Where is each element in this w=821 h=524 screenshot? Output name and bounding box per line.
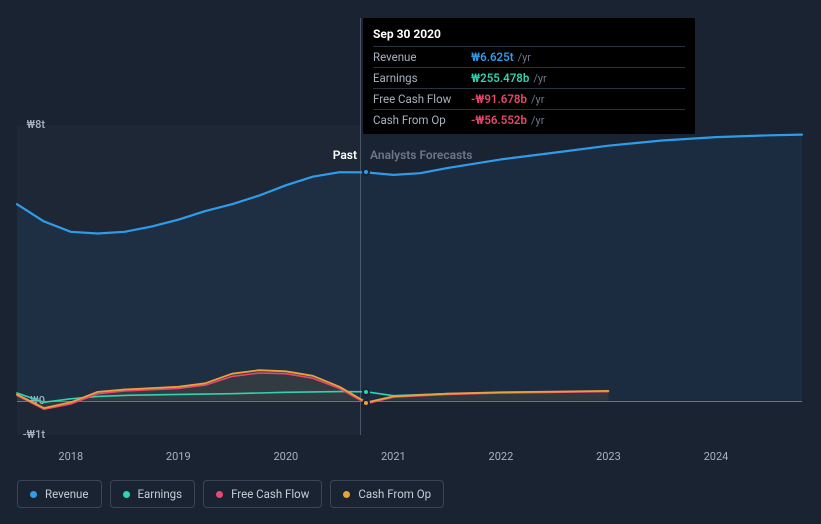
x-tick-label: 2024 — [704, 450, 729, 463]
legend-dot — [216, 491, 223, 498]
legend-item-cash-from-op[interactable]: Cash From Op — [330, 480, 444, 508]
tooltip-row: Revenue₩6.625t/yr — [373, 46, 685, 67]
tooltip-key: Free Cash Flow — [373, 92, 471, 106]
tooltip-value: -₩91.678b — [471, 92, 527, 106]
financials-chart: Past Analysts Forecasts ₩8t₩0-₩1t 201820… — [0, 0, 821, 524]
x-tick-label: 2023 — [596, 450, 621, 463]
x-axis: 2018 2019 2020 2021 2022 2023 2024 — [17, 450, 802, 468]
x-tick-label: 2018 — [58, 450, 83, 463]
tooltip-row: Free Cash Flow-₩91.678b/yr — [373, 88, 685, 109]
legend-label: Free Cash Flow — [231, 487, 309, 501]
legend-item-free-cash-flow[interactable]: Free Cash Flow — [203, 480, 322, 508]
legend-dot — [123, 491, 130, 498]
tooltip-date: Sep 30 2020 — [373, 24, 685, 46]
legend-dot — [343, 491, 350, 498]
marker-revenue — [362, 168, 370, 176]
legend-label: Cash From Op — [358, 487, 431, 501]
tooltip-unit: /yr — [533, 72, 546, 85]
tooltip-key: Revenue — [373, 50, 471, 64]
legend-item-earnings[interactable]: Earnings — [110, 480, 196, 508]
tooltip: Sep 30 2020 Revenue₩6.625t/yrEarnings₩25… — [363, 18, 695, 134]
x-tick-label: 2020 — [273, 450, 298, 463]
tooltip-unit: /yr — [518, 51, 531, 64]
x-tick-label: 2021 — [381, 450, 406, 463]
x-tick-label: 2022 — [489, 450, 514, 463]
legend-label: Revenue — [45, 487, 89, 501]
legend-label: Earnings — [138, 487, 183, 501]
tooltip-value: ₩255.478b — [471, 71, 529, 85]
legend-item-revenue[interactable]: Revenue — [17, 480, 102, 508]
tooltip-row: Cash From Op-₩56.552b/yr — [373, 109, 685, 130]
legend-dot — [30, 491, 37, 498]
tooltip-unit: /yr — [531, 93, 544, 106]
tooltip-key: Cash From Op — [373, 113, 471, 127]
tooltip-value: ₩6.625t — [471, 50, 514, 64]
tooltip-key: Earnings — [373, 71, 471, 85]
chart-lines[interactable] — [17, 125, 802, 435]
tooltip-row: Earnings₩255.478b/yr — [373, 67, 685, 88]
legend: Revenue Earnings Free Cash Flow Cash From O… — [17, 480, 444, 508]
marker-cash-from-op — [362, 399, 370, 407]
marker-earnings — [362, 388, 370, 396]
tooltip-unit: /yr — [531, 114, 544, 127]
x-tick-label: 2019 — [166, 450, 191, 463]
tooltip-value: -₩56.552b — [471, 113, 527, 127]
